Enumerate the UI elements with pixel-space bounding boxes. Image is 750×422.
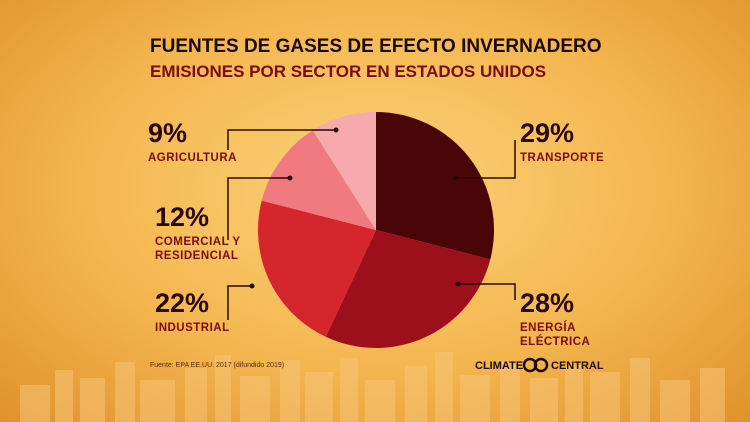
- pie-slice: [325, 230, 491, 348]
- category-label: TRANSPORTE: [520, 152, 605, 164]
- category-label: AGRICULTURA: [148, 152, 237, 164]
- leader-dots: [249, 127, 461, 289]
- pie-slice: [312, 112, 376, 230]
- value-label: 29%: [520, 118, 575, 148]
- category-label: INDUSTRIAL: [155, 322, 230, 334]
- leader-lines: [227, 129, 516, 320]
- category-label: COMERCIAL Y RESIDENCIAL: [155, 236, 241, 262]
- logo-left: CLIMATE: [475, 360, 523, 372]
- chart-subtitle: EMISIONES POR SECTOR EN ESTADOS UNIDOS: [150, 62, 546, 81]
- value-label: 22%: [155, 288, 210, 318]
- chart-title: FUENTES DE GASES DE EFECTO INVERNADERO: [150, 36, 602, 57]
- pie-slice: [376, 112, 494, 260]
- source-note: Fuente: EPA EE.UU. 2017 (difundido 2019): [150, 362, 284, 369]
- logo-right: CENTRAL: [551, 360, 604, 372]
- pie-slice: [261, 130, 376, 230]
- category-label: ENERGÍA ELÉCTRICA: [520, 322, 591, 348]
- value-label: 28%: [520, 288, 575, 318]
- pie-slice: [258, 200, 376, 337]
- value-label: 9%: [148, 118, 188, 148]
- logo-icon: [522, 357, 549, 373]
- value-label: 12%: [155, 202, 210, 232]
- skyline: [20, 352, 725, 422]
- pie: [258, 112, 494, 348]
